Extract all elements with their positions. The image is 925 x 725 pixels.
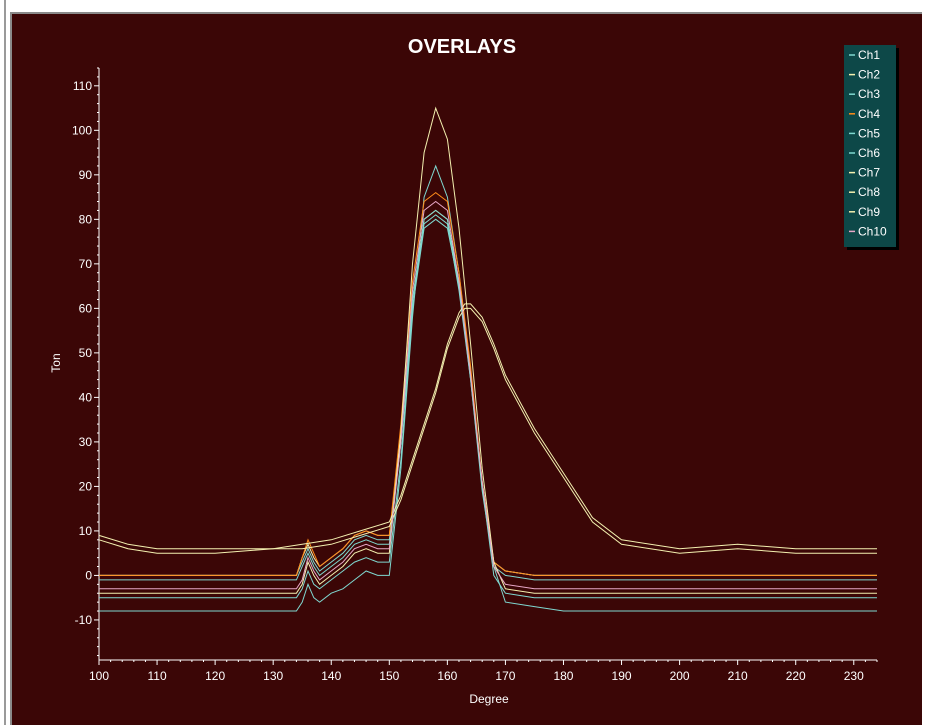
legend-label: Ch8	[858, 185, 880, 199]
y-tick-label: 0	[85, 568, 92, 582]
series-line-ch4	[99, 191, 877, 576]
series-line-ch3	[99, 164, 877, 612]
x-tick-label: 180	[553, 669, 573, 683]
y-axis-title: Ton	[49, 353, 63, 372]
x-tick-label: 220	[786, 669, 806, 683]
y-tick-label: 50	[79, 346, 93, 360]
y-tick-label: 30	[79, 435, 93, 449]
legend-label: Ch3	[858, 87, 880, 101]
legend: Ch1 Ch2 Ch3 Ch4 Ch5 Ch6 Ch7 Ch8 Ch9 Ch10	[844, 45, 899, 250]
y-tick-label: 70	[79, 257, 93, 271]
x-tick-label: 110	[147, 669, 166, 683]
series-line-ch5	[99, 214, 877, 581]
series-line-ch8	[98, 307, 877, 554]
legend-label: Ch9	[858, 205, 880, 219]
window-border	[4, 0, 6, 725]
x-tick-label: 130	[263, 669, 283, 683]
x-tick-label: 100	[89, 669, 109, 683]
y-tick-label: 100	[72, 123, 92, 137]
legend-label: Ch2	[858, 68, 880, 82]
y-tick-label: 110	[73, 79, 92, 93]
x-tick-label: 120	[205, 669, 225, 683]
x-tick-label: 140	[321, 669, 341, 683]
series-line-ch6	[99, 209, 877, 599]
plot-series	[98, 106, 877, 612]
x-tick-label: 230	[844, 669, 864, 683]
series-line-ch10	[99, 200, 877, 590]
y-tick-label: 60	[79, 301, 93, 315]
chart-title: OVERLAYS	[408, 36, 516, 58]
y-tick-label: -10	[75, 613, 93, 627]
y-tick-label: 20	[79, 479, 93, 493]
legend-label: Ch6	[858, 146, 880, 160]
legend-box	[844, 45, 896, 247]
chart-panel	[10, 12, 922, 725]
legend-label: Ch4	[858, 107, 880, 121]
x-axis-title: Degree	[469, 692, 509, 706]
y-tick-label: 10	[79, 524, 93, 538]
x-tick-label: 190	[612, 669, 632, 683]
axes: -10 0 10 20 30 40 50 60 70 80 90 100 110 100 110 120 130…	[72, 67, 878, 683]
y-tick-label: 40	[79, 390, 93, 404]
legend-label: Ch7	[858, 166, 880, 180]
legend-label: Ch5	[858, 126, 880, 140]
y-tick-label: 90	[79, 168, 93, 182]
legend-label: Ch10	[858, 224, 887, 238]
x-tick-label: 200	[670, 669, 690, 683]
x-tick-label: 210	[728, 669, 748, 683]
x-tick-label: 170	[495, 669, 515, 683]
y-tick-label: 80	[79, 212, 93, 226]
series-line-ch9	[99, 106, 877, 594]
legend-label: Ch1	[858, 48, 880, 62]
x-tick-label: 160	[437, 669, 457, 683]
x-tick-label: 150	[379, 669, 399, 683]
